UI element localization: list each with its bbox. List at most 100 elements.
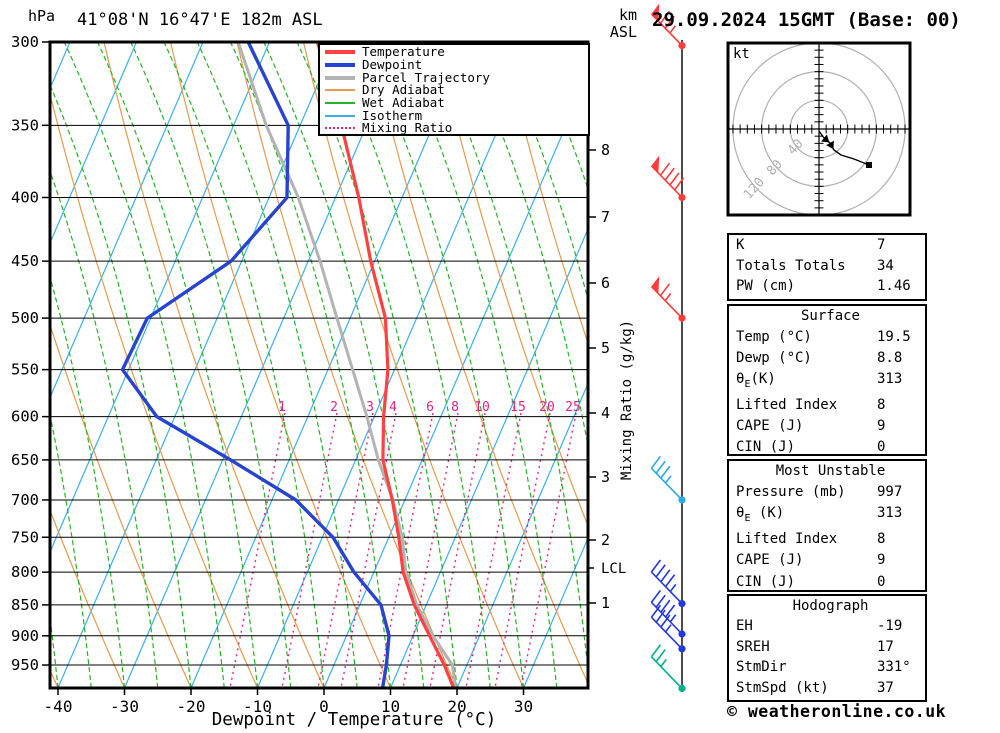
wet-adiabat-line bbox=[50, 412, 92, 688]
stats-row: CIN (J) 0 bbox=[729, 437, 925, 458]
stats-row-label: CIN (J) bbox=[736, 573, 796, 590]
legend: Temperature Dewpoint Parcel Trajectory Dry … bbox=[318, 43, 590, 136]
stats-row-label: CAPE (J) bbox=[736, 552, 804, 569]
km-tick-label: 6 bbox=[601, 274, 610, 292]
stats-row-label: EH bbox=[736, 618, 753, 635]
legend-item: Wet Adiabat bbox=[320, 96, 588, 110]
hodograph-arrow bbox=[821, 134, 830, 143]
temp-tick-label: -40 bbox=[44, 697, 73, 716]
wet-adiabat-line bbox=[96, 42, 259, 688]
wet-adiabat-line bbox=[529, 42, 588, 191]
wind-barb-half bbox=[669, 25, 676, 34]
dry-adiabat-line bbox=[50, 91, 259, 688]
mixing-ratio-axis-title: Mixing Ratio (g/kg) bbox=[619, 319, 635, 481]
wind-barb-full bbox=[650, 589, 662, 603]
pressure-tick-label: 400 bbox=[11, 188, 39, 206]
wind-barb-half bbox=[669, 614, 677, 623]
dry-adiabat-line bbox=[169, 42, 392, 688]
wet-adiabat-line bbox=[229, 42, 392, 688]
wind-barb-full bbox=[660, 614, 671, 628]
km-tick-label: 1 bbox=[601, 594, 610, 612]
dry-adiabat-line bbox=[50, 508, 126, 688]
stats-row: Lifted Index 8 bbox=[729, 395, 925, 416]
stats-row: StmSpd (kt) 37 bbox=[729, 678, 925, 698]
wind-barb-full bbox=[664, 167, 675, 181]
hodograph-arrow bbox=[826, 140, 834, 150]
wet-adiabat-line bbox=[63, 42, 225, 688]
wind-barb-shaft bbox=[650, 165, 683, 199]
mixing-ratio-value: 2 bbox=[330, 400, 338, 415]
dry-adiabat-line bbox=[369, 42, 588, 685]
stats-row: CAPE (J) 9 bbox=[729, 416, 925, 437]
dry-adiabat-line bbox=[502, 42, 588, 346]
legend-item-label: Parcel Trajectory bbox=[362, 69, 490, 85]
stats-row: PW (cm) 1.46 bbox=[729, 276, 925, 297]
stats-row-label: Lifted Index bbox=[736, 531, 838, 548]
pressure-tick-label: 900 bbox=[11, 627, 39, 645]
pressure-tick-label: 600 bbox=[11, 408, 39, 426]
pressure-tick-label: 850 bbox=[11, 596, 39, 614]
stats-row-label: K bbox=[736, 237, 745, 253]
pressure-tick-label: 700 bbox=[11, 491, 39, 509]
stats-row: Dewp (°C) 8.8 bbox=[729, 348, 925, 369]
isotherm-line bbox=[456, 382, 588, 688]
pressure-tick-label: 950 bbox=[11, 656, 39, 674]
stats-header: Most Unstable bbox=[775, 463, 886, 479]
stats-row-label: PW (cm) bbox=[736, 278, 796, 295]
hodograph-ring-label: 120 bbox=[741, 175, 768, 202]
legend-item-label: Dry Adiabat bbox=[362, 82, 445, 98]
pressure-tick-label: 350 bbox=[11, 116, 39, 134]
wind-barb-shaft bbox=[650, 616, 683, 650]
km-tick-label: 4 bbox=[601, 404, 610, 422]
stats-header: Hodograph bbox=[792, 598, 869, 614]
parcel-trajectory-curve bbox=[236, 42, 458, 688]
stats-row-value: 0 bbox=[877, 573, 886, 590]
legend-item-label: Temperature bbox=[362, 44, 445, 60]
wet-adiabat-line bbox=[396, 42, 558, 688]
legend-item: Mixing Ratio bbox=[320, 122, 588, 135]
stats-row: Lifted Index 8 bbox=[729, 529, 925, 550]
stats-box-3: Hodograph EH -19 SREH 17 StmDir 331° StmSpd (kt… bbox=[727, 594, 927, 702]
altitude-axis-unit-asl: ASL bbox=[609, 23, 637, 41]
wind-barb-half bbox=[664, 624, 672, 633]
temp-tick-label: -20 bbox=[177, 697, 206, 716]
plot-frame bbox=[48, 40, 590, 690]
wind-barb-half bbox=[660, 658, 667, 668]
stats-row-value: 9 bbox=[877, 552, 886, 569]
mixing-ratio-value: 15 bbox=[510, 400, 526, 415]
hodograph-frame bbox=[726, 41, 912, 217]
wet-adiabat-line bbox=[163, 42, 325, 688]
stats-row-value: 331° bbox=[877, 659, 911, 676]
station-title: 41°08'N 16°47'E 182m ASL bbox=[77, 10, 323, 30]
wind-barb-shaft bbox=[650, 467, 683, 501]
stats-row-value: 34 bbox=[877, 257, 894, 274]
parcel-trajectory-key-line bbox=[325, 75, 355, 80]
stats-box-2: Most Unstable Pressure (mb) 997 θE (K) 313 Li… bbox=[727, 459, 927, 592]
stats-row: θE(K) 313 bbox=[729, 369, 925, 396]
stats-row: Temp (°C) 19.5 bbox=[729, 327, 925, 348]
stats-row: θE (K) 313 bbox=[729, 503, 925, 529]
wind-barb-full bbox=[655, 564, 666, 578]
wind-barb-shaft bbox=[650, 571, 683, 605]
mixing-ratio-value: 8 bbox=[451, 400, 459, 415]
stats-row: Pressure (mb) 997 bbox=[729, 482, 925, 503]
dewpoint-curve bbox=[120, 42, 391, 688]
km-tick-label: 5 bbox=[601, 339, 610, 357]
isotherm-line bbox=[123, 42, 404, 688]
stats-row-value: 0 bbox=[877, 438, 886, 455]
isotherm-line bbox=[522, 536, 588, 688]
dry-adiabat-line bbox=[50, 323, 192, 688]
wind-barb-full bbox=[660, 465, 671, 479]
x-axis-title: Dewpoint / Temperature (°C) bbox=[211, 710, 497, 730]
mixing-ratio-key-line bbox=[325, 127, 355, 130]
mixing-ratio-value: 25 bbox=[565, 400, 581, 415]
km-tick-label: 8 bbox=[601, 141, 610, 159]
stats-row-value: 19.5 bbox=[877, 328, 911, 345]
pressure-tick-label: 750 bbox=[11, 528, 39, 546]
wind-barb-full bbox=[650, 644, 662, 658]
wind-barb-flag bbox=[651, 155, 660, 174]
temperature-curve bbox=[315, 42, 456, 688]
dry-adiabat-line bbox=[236, 42, 458, 688]
